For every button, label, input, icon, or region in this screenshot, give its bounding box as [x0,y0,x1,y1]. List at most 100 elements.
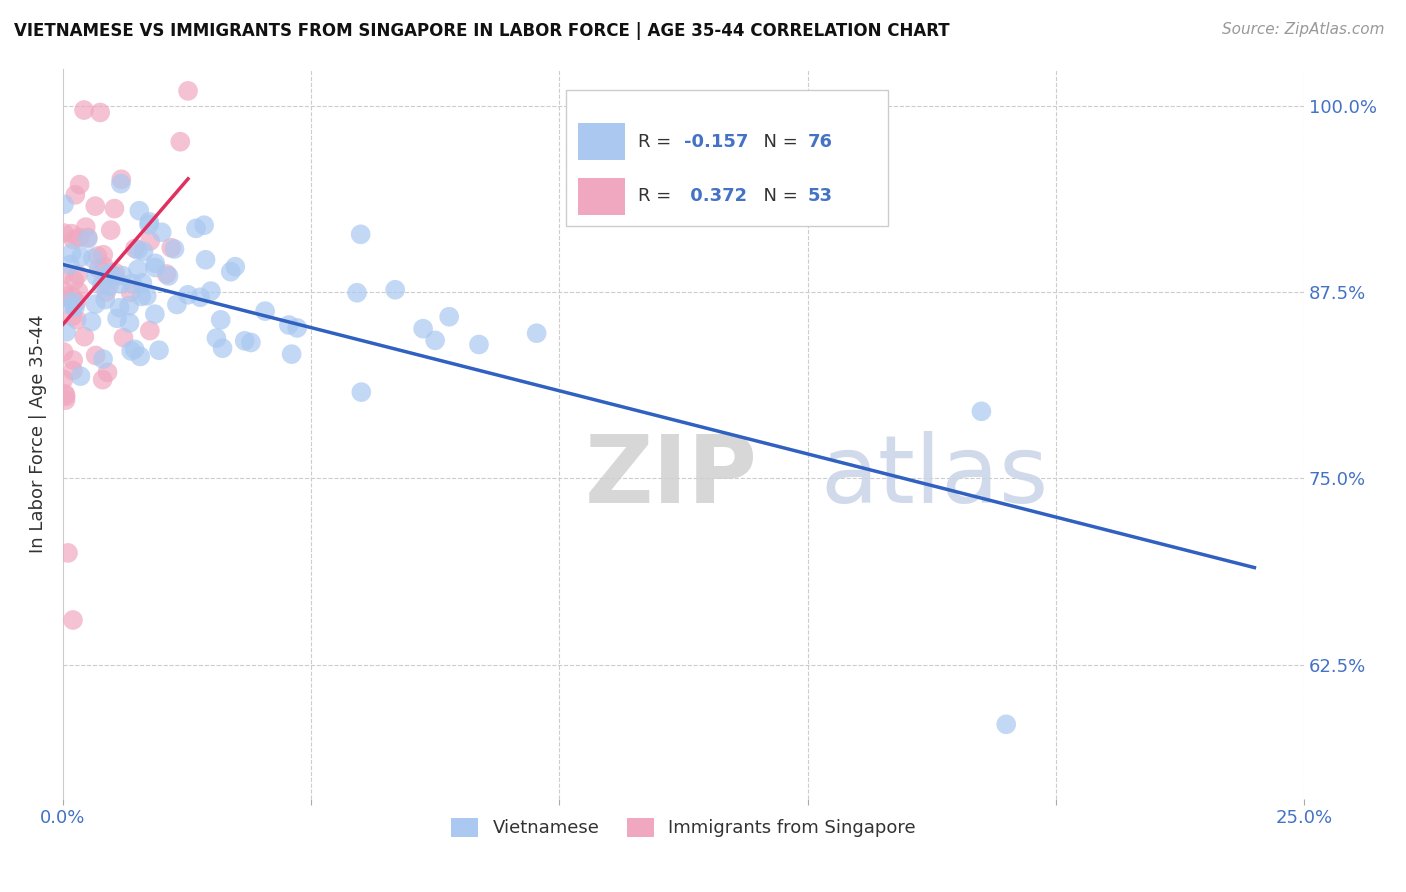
Point [155,267,177,281]
Point [280,347,302,361]
Point [127,243,149,257]
Point [53,197,76,211]
Point [69,178,91,192]
Point [96,285,118,299]
Text: N =: N = [752,133,803,151]
Text: R =: R = [638,187,676,205]
Point [53,289,76,303]
Point [103,202,125,216]
Point [63,273,86,287]
Point [110,177,132,191]
Point [138,218,160,232]
Point [384,283,406,297]
Point [135,289,157,303]
Point [65,187,87,202]
Point [62,353,84,368]
Point [526,326,548,341]
Point [412,321,434,335]
Point [75,220,97,235]
Point [112,330,135,344]
Point [209,313,232,327]
Point [254,304,277,318]
Point [62,613,84,627]
Point [177,287,200,301]
Point [55,325,77,339]
Point [69,369,91,384]
Point [423,334,446,348]
Point [93,260,115,274]
Point [91,373,114,387]
Point [143,260,166,275]
Point [118,299,141,313]
Point [80,315,103,329]
Point [100,223,122,237]
Text: VIETNAMESE VS IMMIGRANTS FROM SINGAPORE IN LABOR FORCE | AGE 35-44 CORRELATION C: VIETNAMESE VS IMMIGRANTS FROM SINGAPORE … [14,22,949,40]
Point [52,226,75,240]
Point [138,215,160,229]
Point [120,285,142,300]
Point [194,252,217,267]
Point [166,297,188,311]
Point [62,290,84,304]
Point [62,310,84,324]
Point [53,285,76,299]
Point [91,248,114,262]
Point [121,277,143,291]
Point [233,334,256,348]
Point [104,269,127,284]
Point [97,279,120,293]
Point [285,321,308,335]
Point [86,249,108,263]
Point [67,230,90,244]
Point [98,266,121,280]
Point [62,233,84,247]
Y-axis label: In Labor Force | Age 35-44: In Labor Force | Age 35-44 [30,314,46,553]
Point [94,293,117,307]
Point [346,285,368,300]
Text: R =: R = [638,133,676,151]
Point [148,343,170,358]
Point [143,256,166,270]
Point [55,389,77,403]
Point [350,227,373,242]
Point [76,230,98,244]
Point [84,269,107,284]
Point [65,295,87,310]
Point [53,387,76,401]
Point [59,258,82,272]
Point [139,324,162,338]
Point [104,266,127,280]
Point [350,385,373,400]
Point [52,345,75,359]
Point [184,221,207,235]
Point [66,312,89,326]
Point [437,310,460,324]
Point [160,241,183,255]
Point [108,301,131,315]
Point [67,285,90,299]
Point [97,266,120,280]
Point [211,341,233,355]
Point [995,717,1018,731]
Point [73,329,96,343]
Point [131,276,153,290]
Point [55,393,77,408]
Point [277,318,299,332]
Point [76,232,98,246]
FancyBboxPatch shape [565,90,889,226]
Point [105,311,128,326]
Point [157,268,180,283]
Point [169,135,191,149]
Point [111,268,134,283]
FancyBboxPatch shape [578,178,626,215]
Legend: Vietnamese, Immigrants from Singapore: Vietnamese, Immigrants from Singapore [444,811,924,845]
Point [129,350,152,364]
Point [188,290,211,304]
Point [110,277,132,291]
Point [66,268,89,282]
Point [96,365,118,379]
Point [200,284,222,298]
Point [84,297,107,311]
Text: -0.157: -0.157 [683,133,748,151]
Point [163,242,186,256]
